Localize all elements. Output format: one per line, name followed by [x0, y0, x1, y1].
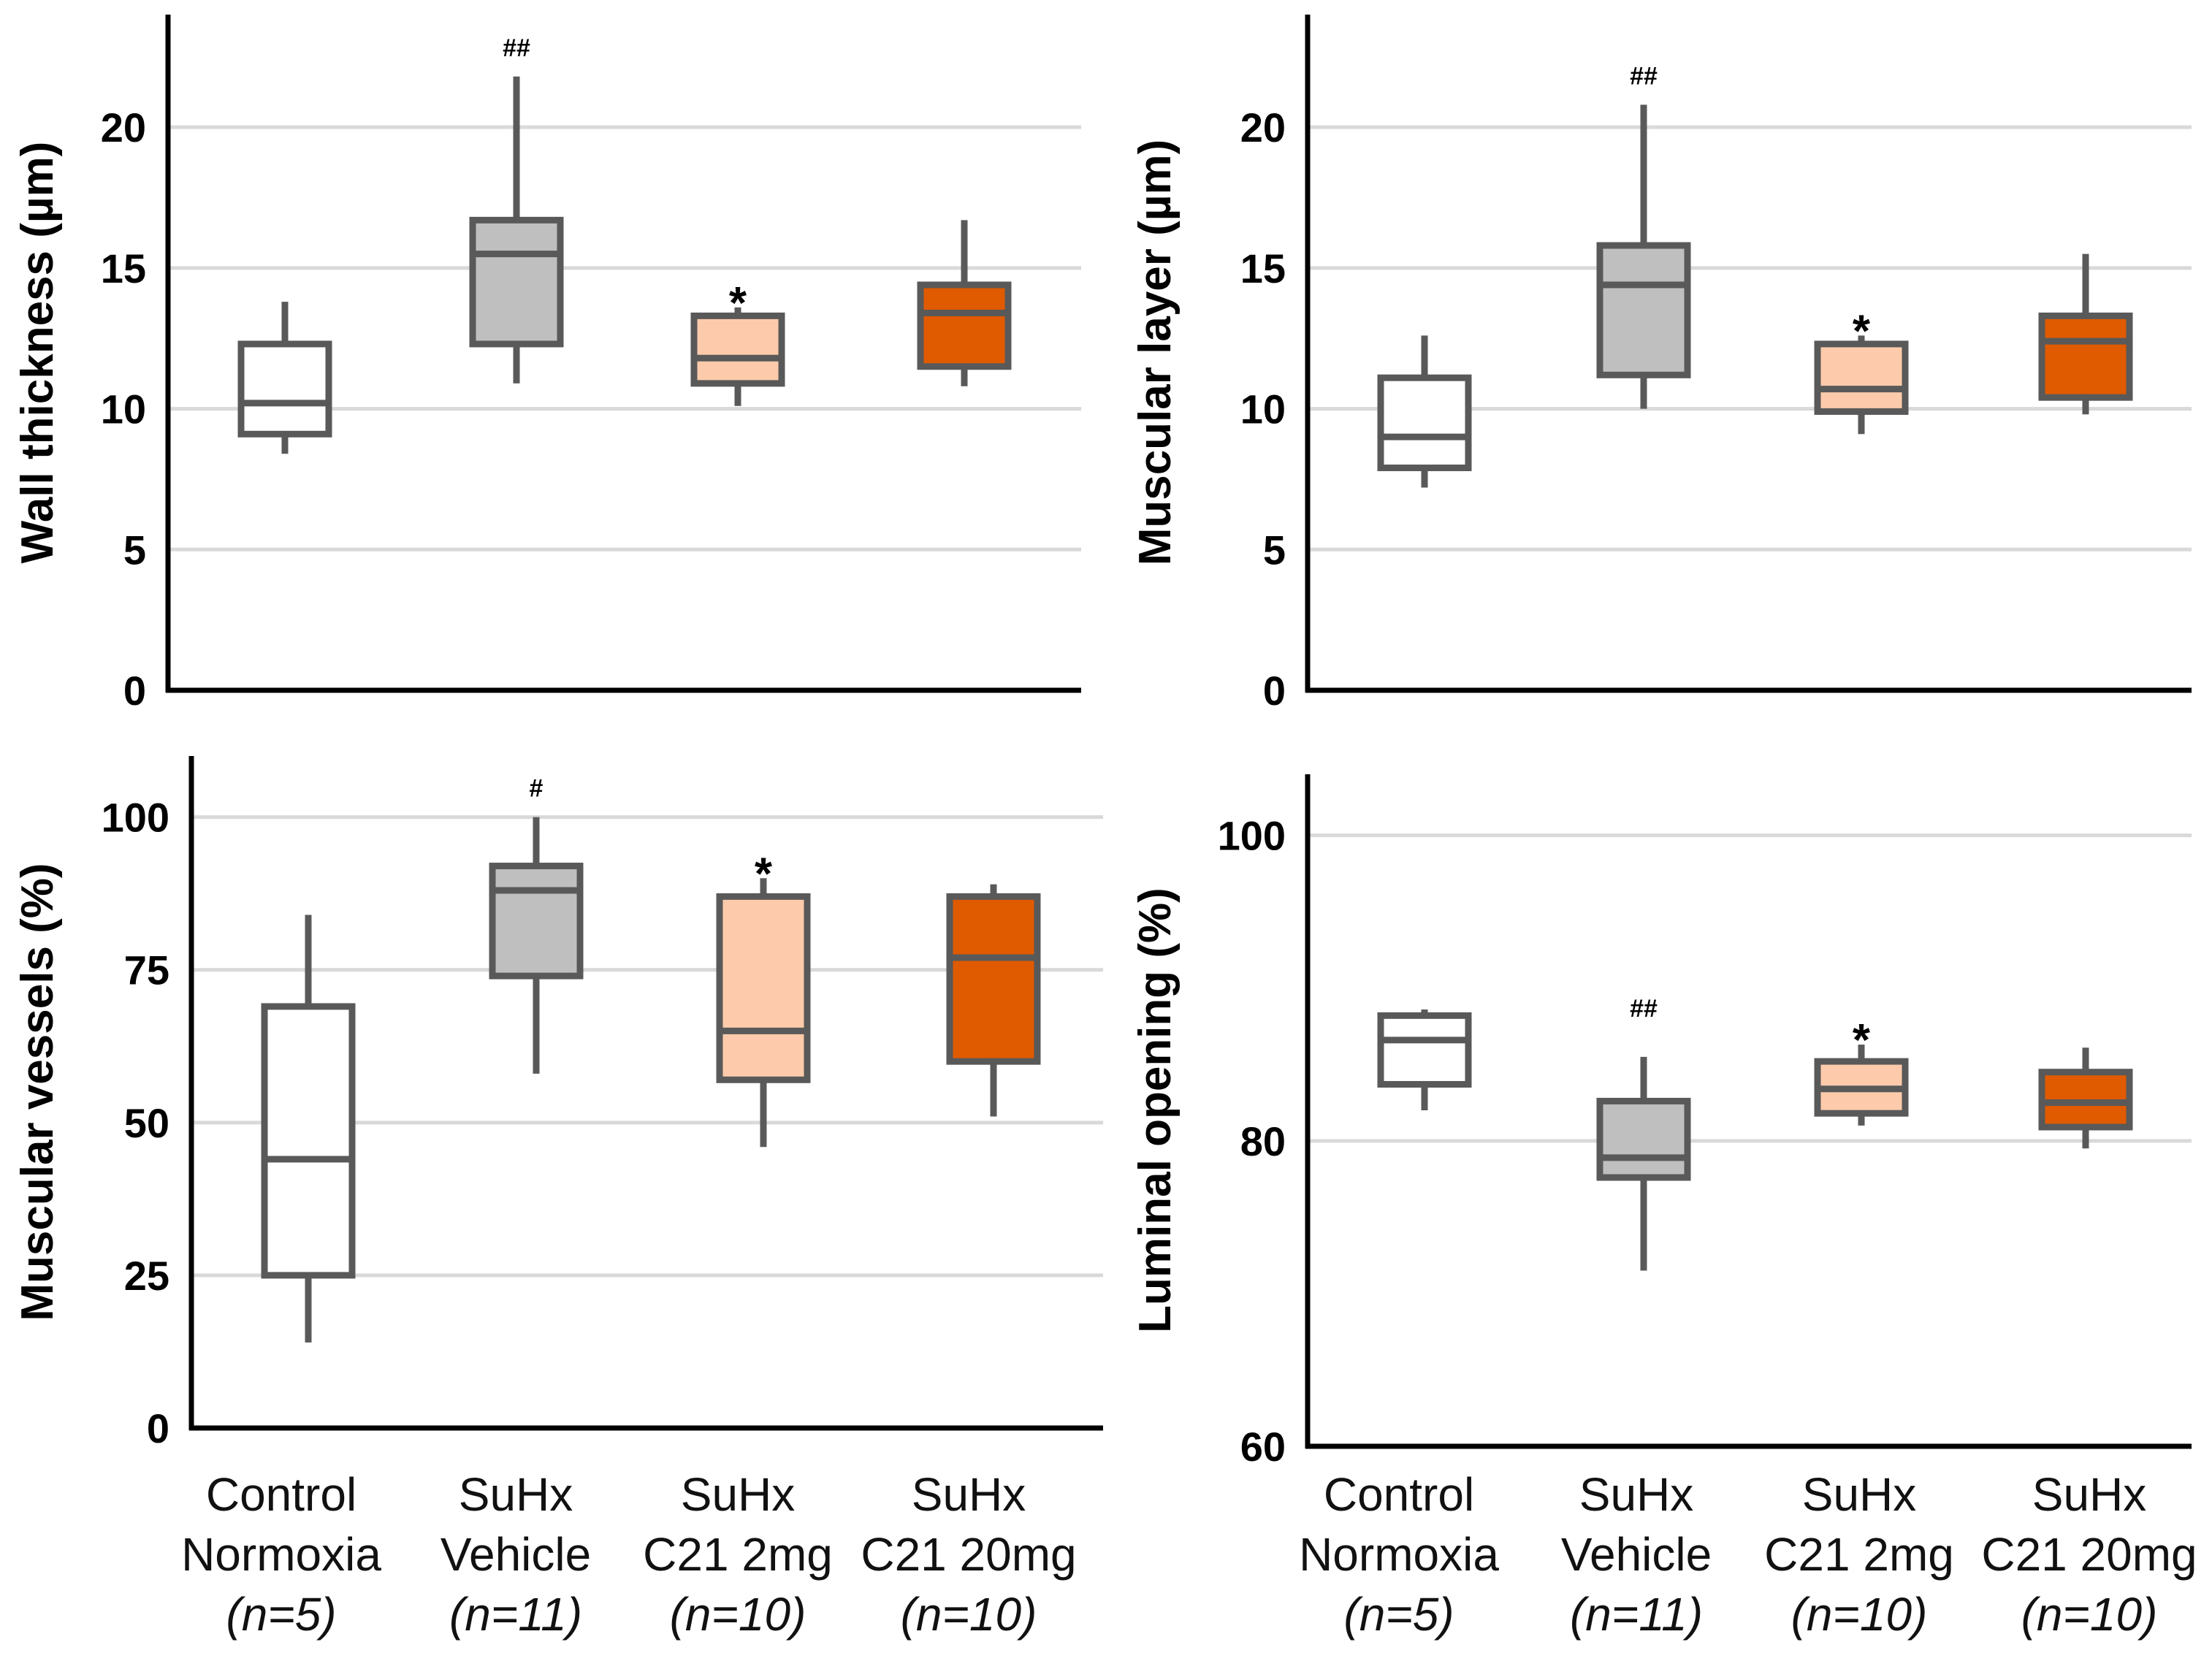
y-tick-label: 10: [1240, 386, 1286, 432]
category-label-line1: SuHx: [1579, 1468, 1694, 1521]
panel-muscular-vessels: 0 25 50 75 100 Muscular vessels (%) # *: [12, 756, 1103, 1451]
box: [237, 340, 332, 438]
category-n: (n=5): [1343, 1588, 1454, 1641]
category-label-line2: C21 2mg: [1764, 1528, 1954, 1581]
y-tick-label: 15: [101, 245, 146, 291]
box: [2038, 312, 2133, 401]
significance-marker: *: [1853, 1015, 1871, 1066]
box-group: #: [489, 775, 584, 1074]
y-tick-label: 5: [1263, 527, 1286, 573]
category-label-line1: SuHx: [912, 1468, 1026, 1521]
category-label-line2: C21 2mg: [643, 1528, 833, 1581]
category-label-line1: SuHx: [681, 1468, 796, 1521]
y-axis-title: Muscular vessels (%): [12, 863, 63, 1321]
box-group: *: [716, 849, 811, 1148]
category-label-line2: C21 20mg: [861, 1528, 1076, 1581]
significance-marker: *: [1853, 306, 1871, 356]
y-tick-label: 0: [147, 1405, 169, 1451]
box-group: *: [1814, 1015, 1909, 1126]
y-tick-label: 80: [1240, 1118, 1286, 1164]
box-group: [2038, 1047, 2133, 1149]
y-tick-label: 50: [124, 1100, 169, 1146]
box: [1377, 374, 1472, 472]
box-group: ##: [469, 34, 564, 383]
category-label-line1: SuHx: [459, 1468, 573, 1521]
category-labels-left: Control Normoxia (n=5) SuHx Vehicle (n=11) SuH…: [181, 1468, 1077, 1641]
category-label-line1: SuHx: [1802, 1468, 1917, 1521]
box-group: [917, 220, 1012, 386]
significance-marker: #: [530, 775, 544, 803]
y-tick-label: 5: [123, 527, 146, 573]
box: [1596, 1097, 1691, 1181]
y-axis-title: Wall thickness (µm): [12, 142, 63, 564]
significance-marker: ##: [1630, 995, 1658, 1023]
box: [1596, 242, 1691, 378]
significance-marker: *: [755, 849, 773, 899]
y-tick-label: 100: [102, 795, 169, 841]
significance-marker: ##: [1630, 62, 1658, 90]
y-axis-title: Muscular layer (µm): [1130, 140, 1181, 566]
significance-marker: ##: [503, 34, 530, 62]
panel-muscular-layer: 0 5 10 15 20 Muscular layer (µm) ## *: [1130, 15, 2192, 714]
y-axis-title: Luminal opening (%): [1130, 887, 1181, 1333]
panel-luminal-opening: 60 80 100 Luminal opening (%) ## *: [1130, 774, 2192, 1470]
box-group: [261, 915, 356, 1343]
y-tick-label: 0: [1263, 668, 1286, 714]
box-group: [1377, 335, 1472, 488]
y-tick-label: 15: [1240, 245, 1286, 291]
box-group: ##: [1596, 62, 1691, 409]
category-n: (n=10): [1791, 1588, 1928, 1641]
category-n: (n=10): [901, 1588, 1037, 1641]
panel-wall-thickness: 0 5 10 15 20 Wall thickness (µm) ## *: [12, 15, 1081, 714]
box-group: [2038, 253, 2133, 415]
category-label-line1: Control: [206, 1468, 356, 1521]
box: [1377, 1012, 1472, 1088]
category-n: (n=11): [1570, 1588, 1703, 1641]
category-label-line2: C21 20mg: [1981, 1528, 2197, 1581]
y-tick-label: 100: [1218, 813, 1286, 859]
box: [261, 1003, 356, 1279]
category-label-line2: Normoxia: [1299, 1528, 1499, 1581]
category-labels-right: Control Normoxia (n=5) SuHx Vehicle (n=11) SuH…: [1299, 1468, 2197, 1641]
y-tick-label: 10: [101, 386, 146, 432]
y-tick-label: 60: [1240, 1424, 1286, 1470]
box: [917, 281, 1012, 370]
significance-marker: *: [729, 278, 747, 329]
box: [489, 863, 584, 980]
category-label-line2: Normoxia: [181, 1528, 381, 1581]
category-label-line2: Vehicle: [441, 1528, 591, 1581]
box-group: [237, 302, 332, 454]
box: [946, 893, 1041, 1065]
y-tick-label: 25: [124, 1253, 169, 1299]
y-tick-label: 20: [101, 104, 146, 150]
category-label-line2: Vehicle: [1561, 1528, 1712, 1581]
box-group: [946, 884, 1041, 1117]
box: [716, 893, 811, 1083]
y-tick-label: 75: [124, 947, 169, 993]
category-label-line1: SuHx: [2032, 1468, 2147, 1521]
box-group: [1377, 1009, 1472, 1110]
category-n: (n=11): [449, 1588, 582, 1641]
y-tick-label: 20: [1240, 104, 1286, 150]
category-n: (n=10): [2021, 1588, 2158, 1641]
category-n: (n=5): [226, 1588, 336, 1641]
box-group: *: [690, 278, 785, 406]
box: [469, 216, 564, 348]
box-group: *: [1814, 306, 1909, 435]
category-label-line1: Control: [1324, 1468, 1474, 1521]
box-group: ##: [1596, 995, 1691, 1271]
category-n: (n=10): [670, 1588, 806, 1641]
y-tick-label: 0: [123, 668, 146, 714]
box: [1814, 340, 1909, 415]
box: [690, 312, 785, 387]
